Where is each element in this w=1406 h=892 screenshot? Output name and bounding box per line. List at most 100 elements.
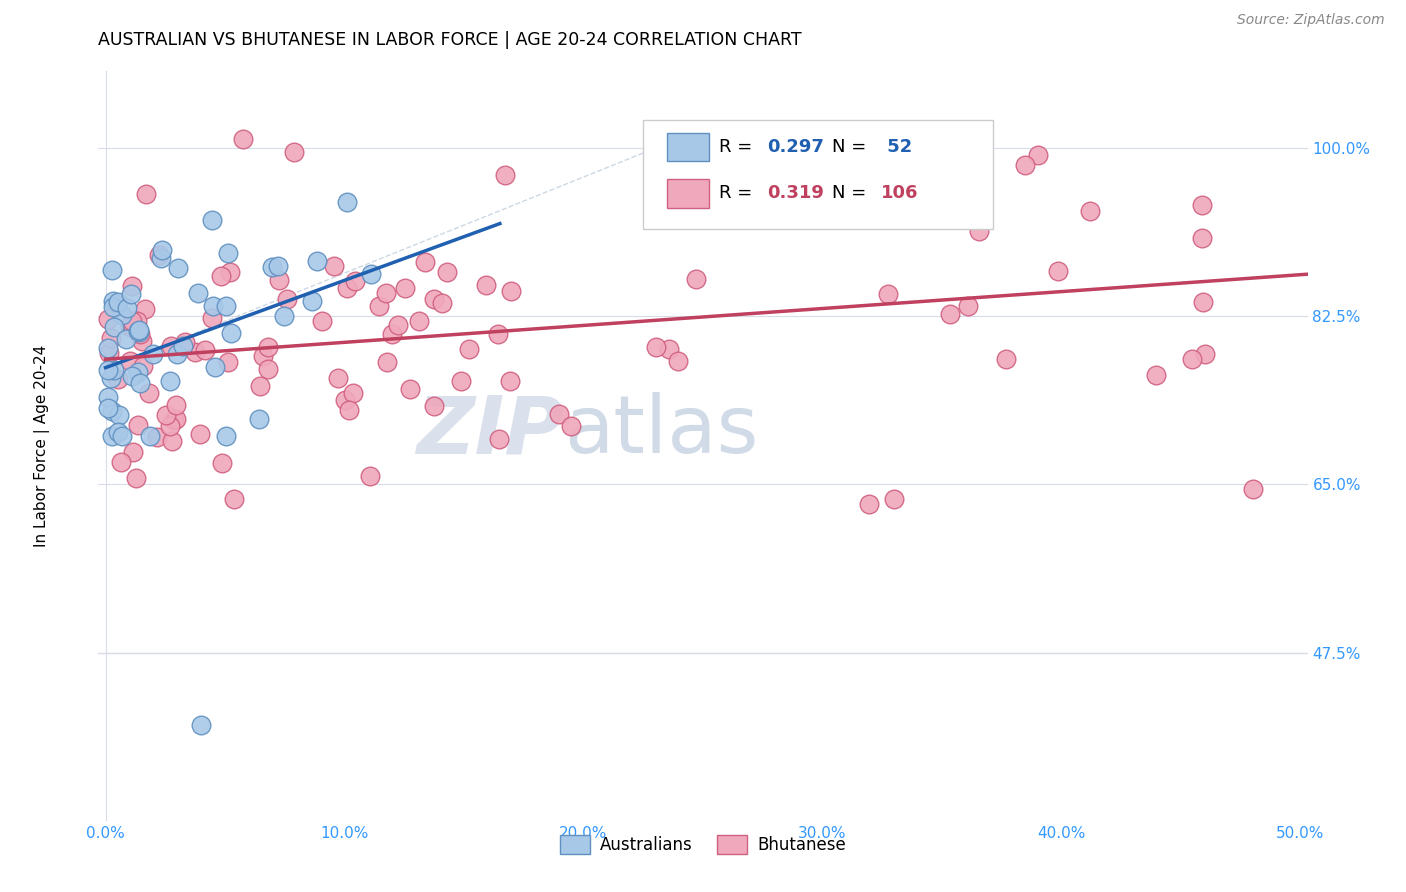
Point: [125, 471, 148, 485]
Point: [101, 294, 124, 309]
Point: [111, 308, 134, 322]
Point: [232, 131, 254, 145]
Point: [249, 378, 271, 392]
Legend: Australians, Bhutanese: Australians, Bhutanese: [553, 829, 853, 861]
Point: [174, 334, 197, 349]
Point: [1192, 295, 1215, 310]
Point: [359, 468, 381, 483]
Point: [100, 404, 122, 418]
Point: [190, 717, 212, 731]
Point: [211, 456, 233, 470]
Point: [368, 299, 391, 313]
Point: [260, 260, 283, 274]
Point: [97, 363, 120, 377]
Bar: [666, 179, 709, 208]
Point: [118, 320, 141, 334]
Point: [100, 371, 122, 385]
Point: [224, 491, 246, 506]
Point: [204, 359, 226, 374]
Point: [387, 318, 409, 332]
Point: [257, 340, 280, 354]
Point: [138, 429, 160, 443]
Point: [247, 412, 270, 426]
Text: N =: N =: [832, 138, 872, 156]
Point: [252, 349, 274, 363]
Point: [1028, 147, 1050, 161]
Point: [121, 318, 143, 332]
Point: [436, 265, 458, 279]
Point: [201, 310, 224, 325]
Point: [326, 371, 349, 385]
Point: [110, 455, 132, 469]
Point: [100, 429, 122, 443]
Point: [283, 145, 305, 159]
Point: [150, 243, 173, 257]
Point: [423, 399, 446, 413]
Point: [165, 398, 187, 412]
Point: [97, 390, 120, 404]
Point: [1194, 346, 1216, 360]
Point: [97, 341, 120, 355]
Point: [955, 178, 977, 192]
Point: [128, 376, 150, 390]
Point: [962, 196, 984, 211]
Point: [142, 346, 165, 360]
Point: [430, 295, 453, 310]
Point: [217, 246, 239, 260]
Point: [215, 429, 238, 443]
Point: [166, 346, 188, 360]
Text: N =: N =: [832, 185, 872, 202]
Point: [967, 224, 990, 238]
Point: [342, 386, 364, 401]
Point: [128, 325, 150, 339]
Point: [494, 168, 516, 182]
Point: [194, 343, 217, 357]
Y-axis label: In Labor Force | Age 20-24: In Labor Force | Age 20-24: [34, 345, 49, 547]
Point: [97, 401, 120, 416]
Point: [172, 339, 194, 353]
Point: [121, 287, 143, 301]
Point: [335, 194, 357, 209]
Point: [187, 285, 209, 300]
Point: [399, 382, 422, 396]
Point: [98, 346, 121, 360]
Point: [202, 300, 225, 314]
Point: [138, 385, 160, 400]
Point: [273, 309, 295, 323]
Point: [115, 332, 138, 346]
Point: [1191, 231, 1213, 245]
Text: Source: ZipAtlas.com: Source: ZipAtlas.com: [1237, 13, 1385, 28]
Point: [165, 412, 187, 426]
Point: [162, 434, 184, 448]
Point: [135, 186, 157, 201]
Text: 106: 106: [880, 185, 918, 202]
Point: [128, 323, 150, 337]
Point: [333, 393, 356, 408]
Point: [184, 345, 207, 359]
Point: [155, 408, 177, 422]
Text: AUSTRALIAN VS BHUTANESE IN LABOR FORCE | AGE 20-24 CORRELATION CHART: AUSTRALIAN VS BHUTANESE IN LABOR FORCE |…: [98, 31, 801, 49]
FancyBboxPatch shape: [643, 120, 993, 228]
Point: [127, 324, 149, 338]
Point: [215, 299, 238, 313]
Point: [219, 326, 242, 340]
Point: [166, 261, 188, 276]
Text: 0.319: 0.319: [768, 185, 824, 202]
Point: [121, 314, 143, 328]
Point: [111, 429, 134, 443]
Point: [100, 331, 122, 345]
Point: [938, 307, 960, 321]
Text: 52: 52: [880, 138, 912, 156]
Point: [148, 248, 170, 262]
Point: [127, 365, 149, 379]
Point: [107, 372, 129, 386]
Point: [413, 254, 436, 268]
Point: [267, 273, 290, 287]
Point: [560, 419, 582, 434]
Point: [120, 354, 142, 368]
Point: [117, 301, 139, 315]
Point: [305, 254, 328, 268]
Point: [107, 425, 129, 440]
Point: [486, 326, 509, 341]
Point: [956, 299, 979, 313]
